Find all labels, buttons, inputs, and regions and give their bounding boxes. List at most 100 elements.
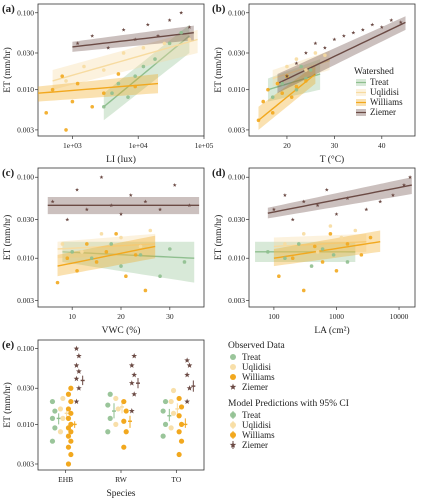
data-point-treat (109, 242, 114, 246)
data-point-williams (75, 81, 80, 86)
data-point-uqlidisi (283, 242, 287, 246)
data-point-ziemer (364, 207, 369, 212)
data-point-uqlidisi (162, 41, 167, 46)
y-tick-label: 0.030 (228, 215, 245, 224)
legend-label: Treat (242, 352, 261, 362)
fit-line-williams (273, 241, 381, 259)
data-point-williams (123, 408, 129, 414)
x-tick-label: 10000 (390, 312, 409, 321)
data-point-williams (280, 91, 285, 96)
plot-frame (37, 3, 205, 137)
data-point-uqlidisi (315, 250, 320, 254)
panel-label: (b) (212, 3, 226, 15)
data-point-williams (68, 398, 74, 405)
x-axis-label: Species (106, 489, 135, 499)
x-tick-label: EHB (58, 475, 73, 484)
data-point-ziemer (75, 187, 80, 192)
x-tick-label: 40 (378, 141, 386, 150)
data-point-ziemer (284, 74, 289, 78)
data-point-uqlidisi (148, 228, 153, 233)
data-point-treat (138, 253, 143, 257)
data-point-williams (121, 444, 127, 450)
plot-frame (248, 3, 416, 137)
y-tick-label: 0.003 (228, 125, 245, 134)
data-point-uqlidisi (285, 64, 289, 69)
data-point-treat (105, 402, 111, 408)
x-tick-label: 30 (331, 141, 339, 150)
data-point-williams (256, 118, 261, 123)
data-point-ziemer (322, 45, 327, 50)
data-point-williams (114, 232, 118, 236)
legend-marker-ziemer (229, 383, 237, 390)
data-point-treat (308, 68, 313, 72)
data-point-williams (304, 79, 308, 83)
legend-label: Ziemer (242, 440, 268, 450)
data-point-uqlidisi (304, 68, 308, 72)
data-point-uqlidisi (57, 406, 64, 412)
data-point-williams (64, 128, 68, 132)
y-tick-label: 0.100 (17, 344, 34, 353)
legend-label: Uqlidisi (242, 420, 272, 430)
data-point-ziemer (345, 196, 350, 200)
data-point-treat (179, 30, 183, 35)
data-point-ziemer (186, 362, 193, 368)
legend-label: Treat (370, 77, 389, 87)
data-point-ziemer (184, 398, 190, 404)
data-point-uqlidisi (141, 46, 146, 50)
legend-marker-williams (230, 432, 236, 438)
data-point-uqlidisi (119, 235, 123, 240)
data-point-ziemer (73, 345, 80, 352)
data-point-uqlidisi (101, 68, 106, 72)
data-point-uqlidisi (323, 53, 327, 58)
data-point-williams (301, 288, 306, 293)
data-point-ziemer (290, 217, 295, 222)
data-point-uqlidisi (313, 51, 318, 55)
data-point-uqlidisi (328, 224, 333, 228)
data-point-ziemer (186, 385, 193, 391)
x-tick-label: RW (115, 475, 128, 484)
legend-marker-ziemer (229, 441, 237, 448)
data-point-treat (49, 438, 56, 444)
legend-label: Williams (242, 372, 275, 382)
data-point-uqlidisi (113, 421, 119, 427)
data-point-williams (275, 81, 280, 86)
data-point-ziemer (184, 371, 190, 378)
data-point-treat (70, 250, 74, 254)
y-tick-label: 0.010 (17, 85, 34, 94)
data-point-treat (107, 391, 113, 397)
data-point-treat (101, 104, 106, 109)
data-point-ziemer (50, 199, 55, 204)
data-point-ziemer (187, 25, 192, 29)
x-tick-label: TO (171, 475, 181, 484)
data-point-williams (65, 406, 72, 412)
data-point-treat (162, 421, 169, 427)
data-point-ziemer (75, 41, 80, 46)
data-point-williams (44, 111, 49, 115)
data-point-williams (90, 104, 95, 109)
data-point-ziemer (172, 183, 177, 187)
plot-frame (37, 339, 205, 471)
data-point-ziemer (128, 380, 135, 386)
data-point-treat (133, 74, 137, 78)
data-point-ziemer (84, 207, 89, 212)
data-point-treat (153, 57, 157, 61)
x-tick-label: 1e+05 (195, 141, 214, 150)
data-point-treat (160, 408, 166, 414)
y-tick-label: 0.100 (17, 8, 34, 17)
data-point-williams (68, 429, 74, 435)
panel-b: (b) 0.003 0.010 0.030 0.100 20 30 40 T (°C) ET (m… (212, 3, 416, 165)
legend-label: Ziemer (370, 107, 396, 117)
data-point-ziemer (76, 385, 82, 391)
data-point-williams (65, 256, 70, 261)
data-point-treat (119, 264, 123, 268)
legend-model-title: Model Predictions with 95% CI (228, 399, 349, 409)
data-point-ziemer (313, 41, 318, 46)
legend-marker-uqlidisi (230, 422, 236, 428)
data-point-williams (104, 250, 109, 254)
data-point-ziemer (133, 37, 138, 42)
data-point-treat (168, 247, 172, 251)
legend-label: Uqlidisi (242, 362, 272, 372)
legend-label: Williams (242, 430, 275, 440)
y-tick-label: 0.003 (17, 460, 34, 469)
